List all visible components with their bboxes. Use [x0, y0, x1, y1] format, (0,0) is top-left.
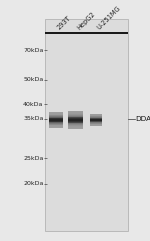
- Bar: [90, 119, 102, 120]
- Bar: [49, 113, 63, 114]
- Text: 50kDa: 50kDa: [23, 77, 44, 82]
- Text: 35kDa: 35kDa: [23, 116, 44, 121]
- Bar: [49, 119, 63, 120]
- Bar: [49, 124, 63, 125]
- Bar: [90, 115, 102, 116]
- Bar: [49, 114, 63, 115]
- Bar: [68, 127, 83, 128]
- Bar: [68, 122, 83, 123]
- Bar: [49, 116, 63, 117]
- Bar: [68, 120, 83, 121]
- Bar: [90, 117, 102, 118]
- Text: 70kDa: 70kDa: [23, 47, 44, 53]
- Bar: [49, 122, 63, 123]
- Bar: [68, 111, 83, 112]
- Bar: [68, 117, 83, 118]
- Bar: [90, 116, 102, 117]
- Bar: [90, 125, 102, 126]
- Bar: [90, 122, 102, 123]
- Text: 293T: 293T: [56, 15, 72, 31]
- Bar: [68, 113, 83, 114]
- Bar: [68, 121, 83, 122]
- Bar: [68, 118, 83, 119]
- Bar: [90, 120, 102, 121]
- Bar: [68, 114, 83, 115]
- Bar: [49, 127, 63, 128]
- Bar: [90, 123, 102, 124]
- Text: 25kDa: 25kDa: [23, 156, 44, 161]
- Bar: [68, 119, 83, 120]
- Bar: [45, 32, 128, 34]
- Bar: [68, 124, 83, 125]
- Bar: [49, 118, 63, 119]
- Bar: [68, 116, 83, 117]
- Bar: [68, 123, 83, 124]
- Bar: [45, 19, 128, 231]
- Bar: [49, 112, 63, 113]
- Bar: [68, 115, 83, 116]
- Text: DDAH1: DDAH1: [136, 116, 150, 122]
- Bar: [68, 128, 83, 129]
- Bar: [68, 125, 83, 126]
- Bar: [49, 115, 63, 116]
- Bar: [90, 124, 102, 125]
- Bar: [49, 123, 63, 124]
- Bar: [49, 117, 63, 118]
- Text: HepG2: HepG2: [76, 11, 96, 31]
- Bar: [68, 112, 83, 113]
- Text: U-251MG: U-251MG: [96, 5, 122, 31]
- Bar: [68, 126, 83, 127]
- Bar: [90, 121, 102, 122]
- Bar: [90, 114, 102, 115]
- Bar: [49, 126, 63, 127]
- Bar: [49, 125, 63, 126]
- Bar: [90, 118, 102, 119]
- Bar: [49, 121, 63, 122]
- Text: 20kDa: 20kDa: [23, 181, 44, 186]
- Text: 40kDa: 40kDa: [23, 102, 44, 107]
- Bar: [49, 120, 63, 121]
